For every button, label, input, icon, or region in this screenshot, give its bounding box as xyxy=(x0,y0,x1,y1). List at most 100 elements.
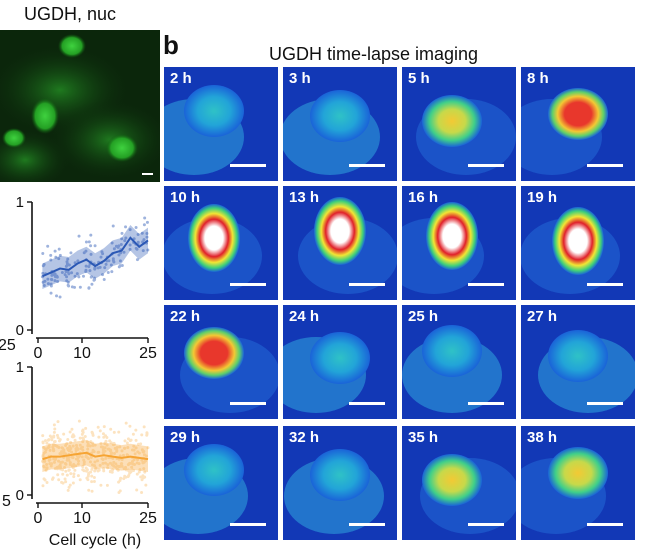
scatter-point xyxy=(113,451,117,455)
scatter-point xyxy=(41,252,45,256)
scatter-point xyxy=(58,295,62,299)
scatter-point xyxy=(133,462,137,466)
scale-bar xyxy=(349,523,385,526)
scatter-point xyxy=(128,439,132,443)
tile-time-label: 35 h xyxy=(408,429,439,446)
scatter-point xyxy=(53,467,57,471)
scatter-point xyxy=(82,458,86,462)
scatter-point xyxy=(77,459,81,463)
scatter-point xyxy=(50,273,54,277)
scatter-point xyxy=(101,252,105,256)
scatter-point xyxy=(58,465,62,469)
scatter-point xyxy=(144,454,148,458)
y-tick-label: 0 xyxy=(16,322,24,339)
scatter-point xyxy=(105,443,109,447)
scatter-point xyxy=(71,433,75,437)
scatter-point xyxy=(127,462,131,466)
scatter-point xyxy=(85,476,89,480)
scatter-point xyxy=(132,468,136,472)
scatter-point xyxy=(59,461,63,465)
scatter-point xyxy=(42,465,46,469)
scatter-point xyxy=(57,439,61,443)
scatter-point xyxy=(140,490,144,494)
scatter-point xyxy=(103,449,107,453)
time-lapse-tile: 5 h xyxy=(402,67,516,181)
scatter-point xyxy=(103,442,107,446)
scatter-point xyxy=(41,453,45,457)
scatter-point xyxy=(50,477,54,481)
scatter-point xyxy=(90,282,94,286)
scatter-point xyxy=(136,458,140,462)
scatter-point xyxy=(99,255,103,259)
scatter-point xyxy=(49,258,53,262)
scatter-point xyxy=(69,440,73,444)
scatter-point xyxy=(67,468,71,472)
scale-bar xyxy=(230,283,266,286)
scatter-point xyxy=(101,445,105,449)
scatter-point xyxy=(97,468,101,472)
scatter-point xyxy=(102,425,106,429)
scatter-point xyxy=(140,458,144,462)
scatter-point xyxy=(124,465,128,469)
scatter-point xyxy=(120,263,124,267)
scatter-point xyxy=(55,444,59,448)
scatter-point xyxy=(67,456,71,460)
scatter-point xyxy=(84,240,88,244)
scatter-point xyxy=(64,480,68,484)
scatter-point xyxy=(89,275,93,279)
scatter-point xyxy=(90,474,94,478)
scatter-point xyxy=(141,249,145,253)
scatter-point xyxy=(92,464,96,468)
scatter-point xyxy=(106,463,110,467)
scale-bar xyxy=(468,523,504,526)
scatter-point xyxy=(118,264,122,268)
scatter-point xyxy=(86,456,90,460)
scatter-point xyxy=(137,451,141,455)
scatter-point xyxy=(78,454,82,458)
scatter-point xyxy=(87,472,91,476)
scatter-point xyxy=(111,468,115,472)
scatter-point xyxy=(101,461,105,465)
scatter-point xyxy=(94,466,98,470)
scatter-point xyxy=(91,441,95,445)
scatter-point xyxy=(71,433,75,437)
scatter-point xyxy=(93,460,97,464)
scatter-point xyxy=(89,455,93,459)
scatter-point xyxy=(41,445,45,449)
scatter-point xyxy=(123,439,127,443)
scatter-point xyxy=(53,279,57,283)
scatter-point xyxy=(53,275,57,279)
time-lapse-tile: 10 h xyxy=(164,186,278,300)
scatter-point xyxy=(87,265,91,269)
scatter-point xyxy=(70,455,74,459)
scatter-point xyxy=(51,445,55,449)
scatter-point xyxy=(111,442,115,446)
scatter-point xyxy=(91,448,95,452)
scale-bar xyxy=(468,283,504,286)
scatter-point xyxy=(48,448,52,452)
scatter-point xyxy=(55,465,59,469)
time-lapse-tile: 2 h xyxy=(164,67,278,181)
scatter-point xyxy=(111,257,115,261)
scatter-point xyxy=(140,433,144,437)
scatter-point xyxy=(131,432,135,436)
scatter-point xyxy=(72,464,76,468)
scatter-point xyxy=(63,461,67,465)
scatter-point xyxy=(81,436,85,440)
scatter-point xyxy=(67,284,71,288)
scatter-point xyxy=(118,445,122,449)
scatter-point xyxy=(80,455,84,459)
scatter-point xyxy=(61,481,65,485)
scatter-point xyxy=(99,441,103,445)
scatter-point xyxy=(81,274,85,278)
scatter-point xyxy=(52,434,56,438)
scatter-point xyxy=(41,441,45,445)
scatter-point xyxy=(84,453,88,457)
scatter-point xyxy=(41,455,45,459)
scatter-point xyxy=(92,450,96,454)
scatter-point xyxy=(62,450,66,454)
scatter-point xyxy=(81,468,85,472)
scatter-point xyxy=(120,449,124,453)
time-lapse-tile: 16 h xyxy=(402,186,516,300)
tile-time-label: 22 h xyxy=(170,308,201,325)
